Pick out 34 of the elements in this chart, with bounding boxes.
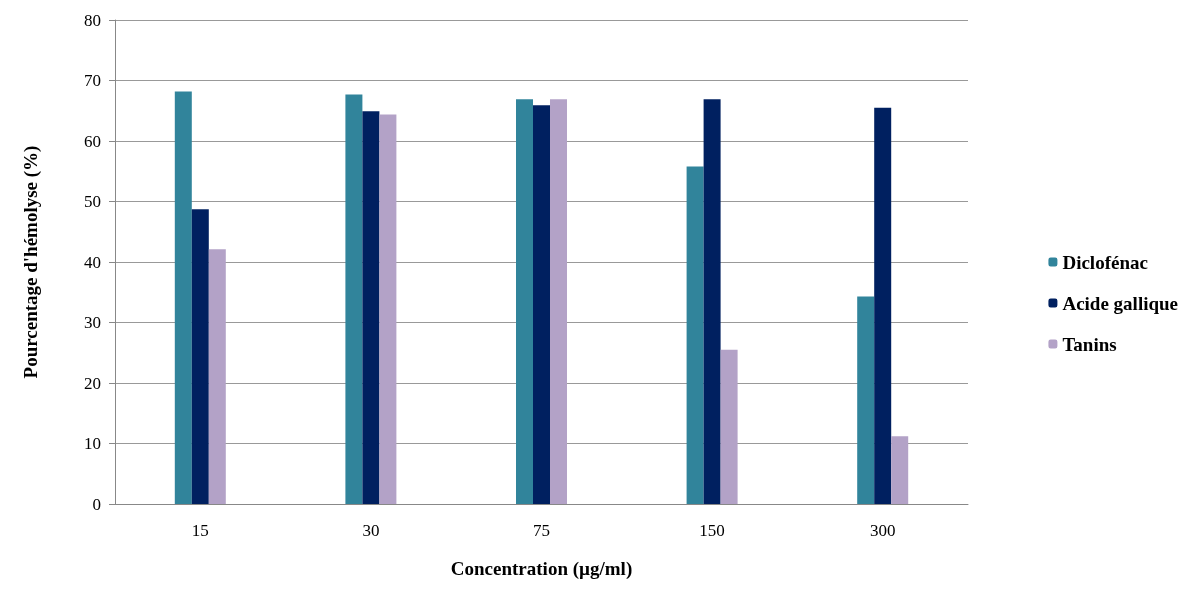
bar (191, 209, 209, 504)
legend-label: Diclofénac (1062, 251, 1148, 273)
x-tick-label: 30 (362, 521, 380, 540)
y-tick-label: 60 (84, 131, 101, 151)
y-tick-label: 50 (84, 192, 101, 211)
x-axis-title: Concentration (µg/ml) (450, 558, 633, 580)
bar (208, 249, 226, 504)
x-tick-label: 75 (533, 521, 550, 540)
bar (379, 114, 397, 504)
bar (686, 166, 704, 504)
legend-label: Tanins (1062, 333, 1117, 355)
y-tick-label: 80 (84, 10, 101, 30)
bar (174, 91, 192, 504)
bar (550, 99, 567, 504)
x-tick-label: 150 (699, 521, 725, 540)
y-tick-label: 0 (92, 494, 101, 514)
bar (345, 94, 363, 504)
y-tick-label: 40 (84, 252, 101, 272)
bar (874, 107, 892, 504)
bar (703, 99, 721, 504)
y-tick-label: 10 (84, 434, 101, 453)
bar (891, 436, 909, 504)
y-tick-label: 70 (84, 71, 101, 90)
legend-label: Acide gallique (1062, 292, 1179, 314)
x-tick-label: 15 (191, 521, 209, 540)
bar (516, 99, 533, 504)
y-axis-title: Pourcentage d'hémolyse (%) (20, 145, 42, 379)
y-tick-label: 30 (84, 313, 101, 332)
bar (857, 296, 875, 504)
bar (533, 105, 550, 504)
bar (720, 349, 738, 504)
bar (362, 111, 380, 504)
x-tick-label: 300 (869, 521, 896, 540)
y-tick-label: 20 (84, 373, 101, 393)
